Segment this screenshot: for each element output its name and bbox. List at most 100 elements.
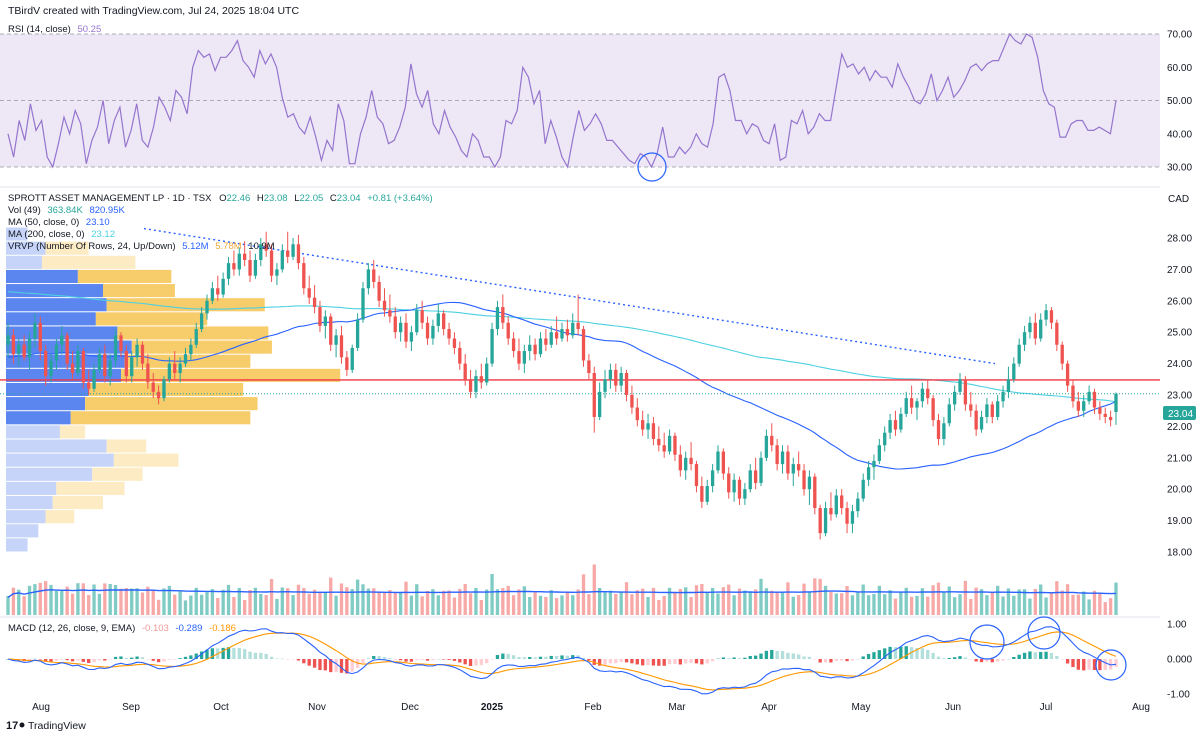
- volume-bar: [969, 599, 973, 615]
- candle-body: [684, 457, 688, 471]
- candle-body: [339, 335, 344, 358]
- rsi-label: RSI (14, close): [8, 24, 71, 35]
- macd-hist-bar: [840, 659, 844, 661]
- macd-hist-bar: [248, 651, 252, 659]
- vrvp-down-bar: [103, 284, 175, 298]
- candle-body: [624, 373, 629, 395]
- macd-hist-bar: [635, 659, 639, 665]
- candle-body: [474, 376, 478, 392]
- candle-body: [361, 288, 365, 320]
- candle-body: [710, 470, 715, 487]
- volume-bar: [861, 584, 865, 615]
- volume-bar: [958, 594, 962, 615]
- candle-body: [592, 373, 596, 417]
- candle-body: [495, 307, 500, 330]
- candle-body: [463, 363, 467, 380]
- candle-body: [280, 250, 284, 270]
- macd-hist-bar: [269, 656, 274, 659]
- volume-bar: [103, 583, 107, 615]
- candle-body: [425, 322, 430, 339]
- volume-bar: [43, 581, 48, 615]
- macd-hist-bar: [990, 659, 994, 663]
- volume-bar: [899, 591, 903, 615]
- candle-body: [630, 395, 634, 408]
- volume-bar: [388, 590, 392, 615]
- volume-bar: [737, 588, 742, 615]
- time-axis-label: Apr: [761, 702, 777, 713]
- candle-body: [834, 495, 838, 515]
- candle-body: [813, 476, 817, 509]
- candle-body: [366, 269, 371, 289]
- candle-body: [850, 511, 855, 524]
- rsi-annotation-circle: [637, 152, 667, 182]
- macd-hist-bar: [485, 659, 489, 664]
- volume-bar: [409, 595, 414, 615]
- vrvp-down-bar: [85, 397, 258, 411]
- ma200-value: 23.12: [91, 229, 115, 240]
- volume-bar: [1092, 590, 1097, 615]
- macd-hist-bar: [1039, 651, 1043, 659]
- candle-body: [641, 420, 645, 430]
- vrvp-up-bar: [6, 227, 28, 241]
- candle-body: [189, 344, 193, 355]
- candle-body: [1044, 310, 1048, 320]
- candle-body: [97, 354, 102, 370]
- candle-body: [452, 338, 457, 348]
- candle-body: [1033, 322, 1037, 339]
- volume-bar: [420, 596, 424, 615]
- macd-pane[interactable]: 1.00 0.000 -1.00 MACD (12, 26, close, 9, E…: [6, 616, 1192, 701]
- volume-bar: [850, 595, 855, 615]
- volume-bar: [802, 583, 806, 615]
- price-tick-label: 20.00: [1167, 485, 1192, 496]
- macd-hist-bar: [834, 659, 838, 661]
- candle-body: [264, 244, 268, 251]
- candle-body: [947, 404, 951, 424]
- macd-hist-bar: [237, 647, 241, 659]
- candle-body: [1055, 322, 1059, 345]
- volume-bar: [372, 588, 376, 615]
- macd-hist-bar: [1022, 652, 1027, 659]
- macd-hist-bar: [1060, 659, 1064, 660]
- volume-bar: [447, 590, 451, 615]
- macd-hist-bar: [732, 657, 736, 659]
- rsi-tick-label: 70.00: [1167, 30, 1192, 41]
- time-axis-label: May: [852, 702, 871, 713]
- volume-bar: [199, 594, 204, 615]
- candle-body: [780, 451, 785, 465]
- macd-hist-bar: [517, 656, 521, 659]
- macd-hist-bar: [597, 659, 602, 666]
- macd-hist-bar: [1082, 659, 1086, 671]
- candle-body: [329, 316, 333, 345]
- candle-body: [232, 263, 236, 270]
- vrvp-down-bar: [45, 510, 75, 524]
- candle-body: [345, 357, 349, 370]
- volume-bar: [936, 582, 941, 615]
- macd-hist-bar: [786, 652, 790, 659]
- price-pane[interactable]: 28.00 27.00 26.00 25.00 24.00 23.00 22.00 21.00…: [0, 193, 1196, 615]
- volume-bar: [1082, 591, 1086, 615]
- macd-hist-bar: [759, 653, 763, 659]
- candle-body: [404, 322, 408, 342]
- candle-body: [226, 263, 231, 279]
- candle-body: [1108, 416, 1113, 421]
- volume-bar: [888, 590, 892, 615]
- volume-bar: [743, 590, 747, 615]
- vrvp-up-bar: [6, 411, 71, 425]
- macd-hist-bar: [178, 658, 182, 659]
- volume-bar: [479, 600, 483, 615]
- volume-bar: [38, 582, 42, 615]
- price-tick-label: 19.00: [1167, 516, 1192, 527]
- candle-body: [11, 335, 16, 355]
- rsi-value: 50.25: [77, 24, 101, 35]
- candle-body: [286, 250, 290, 257]
- time-axis[interactable]: Aug Sep Oct Nov Dec 2025 Feb Mar Apr May Jun Jul Aug: [32, 702, 1150, 713]
- volume-bar: [549, 590, 553, 615]
- candle-body: [501, 307, 505, 323]
- ohlc-o-value: 22.46: [226, 193, 250, 204]
- volume-bar: [608, 590, 613, 615]
- vrvp-down-bar: [45, 241, 89, 255]
- macd-hist-bar: [641, 659, 645, 666]
- candle-body: [840, 495, 844, 509]
- rsi-pane[interactable]: 70.00 60.00 50.00 40.00 30.00 RSI (14, close…: [0, 24, 1192, 182]
